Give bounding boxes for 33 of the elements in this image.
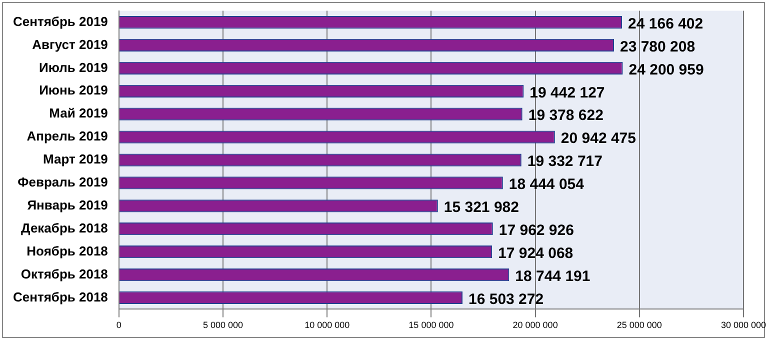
- data-label: 17 962 926: [498, 222, 574, 239]
- x-tick-label: 5 000 000: [202, 320, 244, 330]
- x-tick-label: 20 000 000: [512, 320, 558, 330]
- data-label: 24 166 402: [628, 15, 704, 32]
- y-tick-label: Октябрь 2018: [20, 266, 108, 282]
- y-tick-label: Январь 2019: [27, 197, 108, 212]
- data-label: 16 503 272: [468, 290, 544, 308]
- y-tick-label: Март 2019: [43, 152, 108, 167]
- y-tick-label: Сентябрь 2019: [12, 14, 108, 29]
- x-tick-label: 0: [116, 320, 122, 330]
- data-label: 18 744 191: [515, 268, 590, 285]
- y-tick-label: Август 2019: [32, 36, 108, 52]
- y-tick-label: Декабрь 2018: [21, 220, 108, 236]
- y-tick-label: Ноябрь 2018: [26, 243, 108, 258]
- y-tick-label: Май 2019: [49, 106, 108, 121]
- y-tick-label: Сентябрь 2018: [12, 289, 108, 304]
- x-tick-label: 10 000 000: [304, 320, 350, 330]
- data-label: 24 200 959: [628, 61, 704, 78]
- y-tick-label: Февраль 2019: [18, 174, 108, 190]
- x-tick-label: 30 000 000: [720, 320, 766, 330]
- data-label: 18 444 054: [508, 176, 585, 194]
- data-label: 20 942 475: [560, 130, 636, 148]
- y-tick-label: Июль 2019: [39, 60, 108, 75]
- x-tick-label: 15 000 000: [408, 320, 454, 330]
- x-tick-label: 25 000 000: [616, 320, 662, 330]
- data-label: 19 378 622: [528, 107, 604, 124]
- data-label: 17 924 068: [498, 244, 574, 262]
- y-tick-label: Апрель 2019: [26, 128, 108, 144]
- data-label: 19 442 127: [530, 84, 605, 102]
- y-tick-label: Июнь 2019: [39, 82, 108, 98]
- data-label: 23 780 208: [620, 38, 696, 56]
- data-label: 15 321 982: [444, 199, 519, 216]
- data-label: 19 332 717: [527, 153, 602, 170]
